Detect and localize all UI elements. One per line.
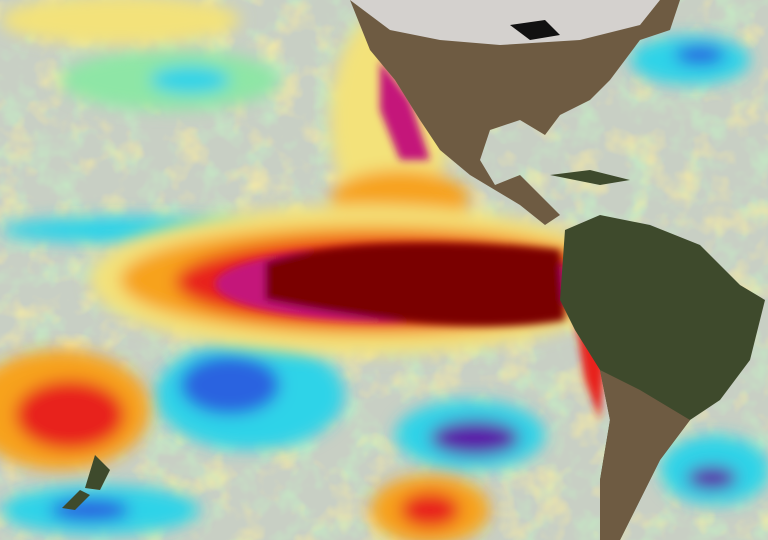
new-zealand-landmass [62,455,110,510]
north-america-landmass [350,0,680,225]
south-america-landmass [560,215,765,540]
warm-anomalies [0,0,630,540]
